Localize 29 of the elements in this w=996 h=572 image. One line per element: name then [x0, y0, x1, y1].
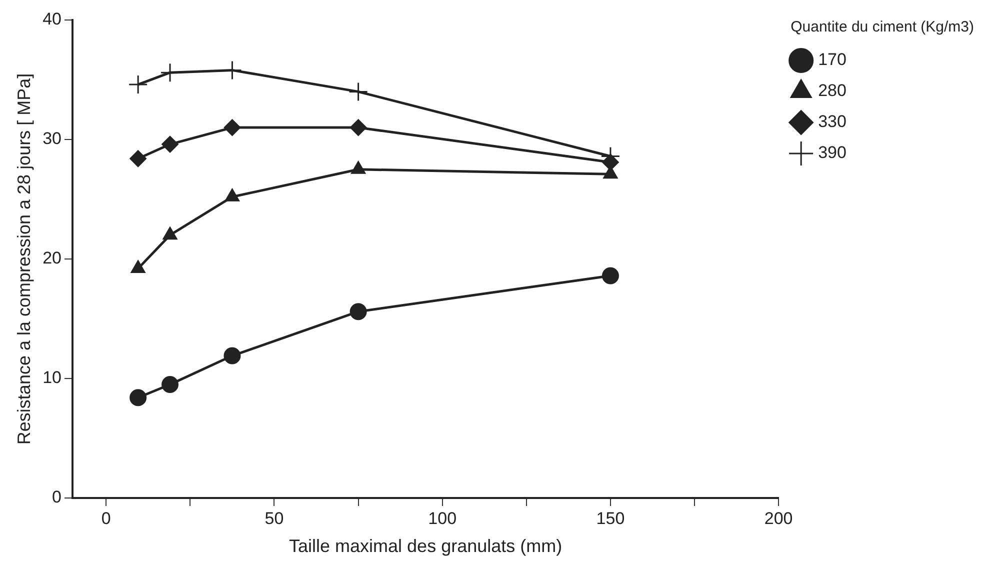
x-tick-label: 150: [596, 508, 625, 528]
legend-label: 280: [818, 81, 846, 100]
x-tick-label: 50: [264, 508, 284, 528]
legend-label: 170: [818, 50, 846, 70]
y-axis-title: Resistance a la compression a 28 jours [ MPa]: [14, 73, 34, 445]
point: [128, 74, 148, 94]
x-tick-label: 100: [428, 508, 457, 528]
x-axis-title: Taille maximal des granulats (mm): [289, 536, 562, 556]
point: [602, 154, 619, 171]
point: [130, 389, 147, 406]
y-tick-label: 20: [42, 248, 62, 268]
point: [602, 267, 619, 284]
point: [350, 119, 367, 136]
point: [224, 347, 241, 364]
point: [348, 82, 368, 102]
y-tick-label: 40: [42, 10, 62, 29]
legend-title: Quantite du ciment (Kg/m3): [790, 18, 974, 36]
x-tick-label: 0: [101, 508, 111, 528]
y-tick-label: 10: [42, 368, 62, 388]
point: [162, 376, 179, 393]
x-tick-label: 200: [764, 508, 793, 528]
point: [130, 150, 147, 168]
y-tick-label: 0: [52, 488, 62, 507]
point: [162, 136, 179, 153]
y-tick-label: 30: [42, 129, 62, 148]
point: [350, 303, 367, 320]
point: [224, 119, 241, 136]
legend-label: 330: [818, 112, 846, 132]
legend-label: 390: [818, 143, 846, 162]
